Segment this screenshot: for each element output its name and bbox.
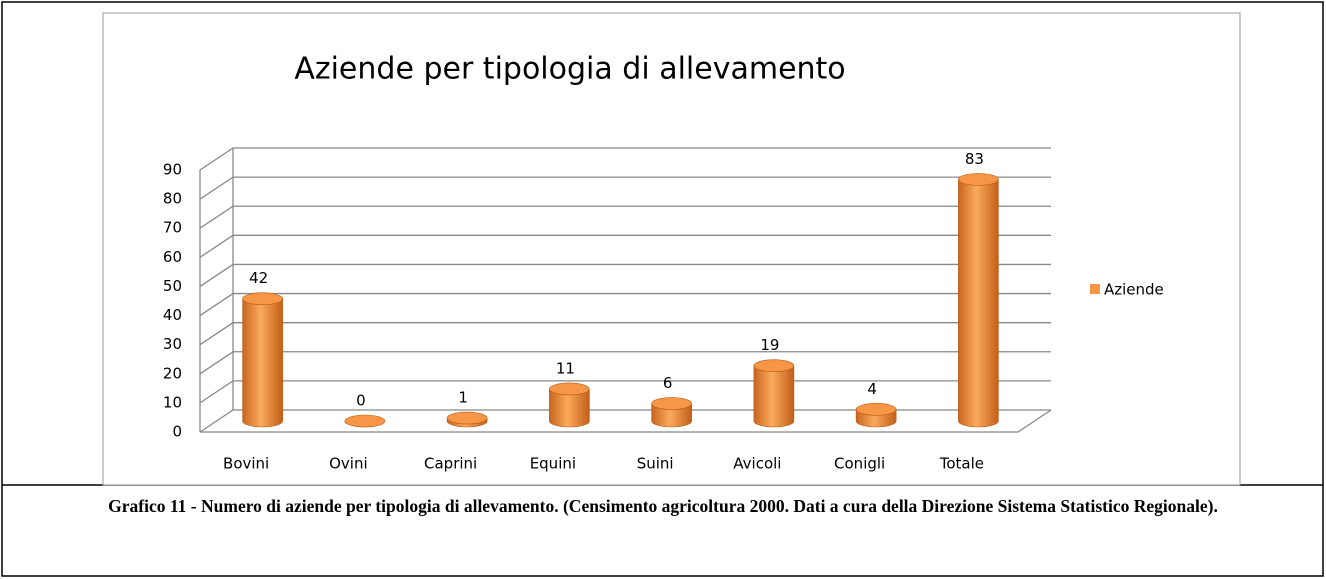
- x-tick-label: Suini: [637, 455, 674, 473]
- legend-swatch: [1090, 284, 1100, 294]
- bar-top: [855, 403, 897, 416]
- caption: Grafico 11 - Numero di aziende per tipol…: [108, 496, 1218, 516]
- x-tick-label: Equini: [530, 455, 576, 473]
- chart-title: Aziende per tipologia di allevamento: [294, 52, 845, 87]
- y-tick-label: 90: [163, 161, 182, 179]
- x-tick-label: Conigli: [834, 455, 885, 473]
- x-tick-label: Avicoli: [733, 455, 781, 473]
- bar: [446, 411, 488, 428]
- bar-top: [242, 292, 283, 306]
- y-tick-label: 0: [172, 423, 182, 441]
- bar-top: [549, 382, 590, 396]
- y-tick-label: 30: [163, 335, 182, 353]
- bar-top: [651, 397, 692, 410]
- y-tick-label: 50: [163, 277, 182, 295]
- y-tick-label: 20: [163, 364, 182, 382]
- x-tick-label: Totale: [939, 455, 984, 473]
- bar-body: [958, 179, 999, 428]
- bar: [651, 397, 692, 428]
- y-tick-label: 10: [163, 393, 182, 411]
- bar: [344, 414, 386, 428]
- data-label: 1: [458, 389, 468, 407]
- bar: [753, 359, 795, 428]
- x-tick-label: Bovini: [223, 455, 269, 473]
- bar-body: [753, 365, 795, 428]
- bar-top: [446, 411, 488, 425]
- data-label: 0: [356, 392, 366, 410]
- data-label: 11: [556, 359, 575, 377]
- y-tick-label: 60: [163, 248, 182, 266]
- y-tick-label: 40: [163, 306, 182, 324]
- legend-label: Aziende: [1104, 281, 1164, 299]
- bar: [242, 292, 283, 428]
- data-label: 83: [965, 150, 984, 168]
- x-tick-label: Ovini: [329, 455, 368, 473]
- x-tick-label: Caprini: [424, 455, 477, 473]
- bar: [549, 382, 590, 428]
- data-label: 6: [663, 374, 673, 392]
- data-label: 42: [249, 269, 268, 287]
- y-tick-label: 80: [163, 190, 182, 208]
- floor-edge: [200, 409, 1052, 433]
- data-label: 4: [867, 380, 877, 398]
- bar: [958, 173, 999, 428]
- data-label: 19: [760, 336, 779, 354]
- bar-body: [549, 388, 590, 428]
- bar-top: [958, 173, 999, 186]
- bar: [855, 403, 897, 428]
- bar-body: [651, 403, 692, 428]
- y-tick-label: 70: [163, 219, 182, 237]
- bar-top: [344, 414, 386, 428]
- bar-top: [753, 359, 795, 372]
- bar-body: [242, 298, 283, 428]
